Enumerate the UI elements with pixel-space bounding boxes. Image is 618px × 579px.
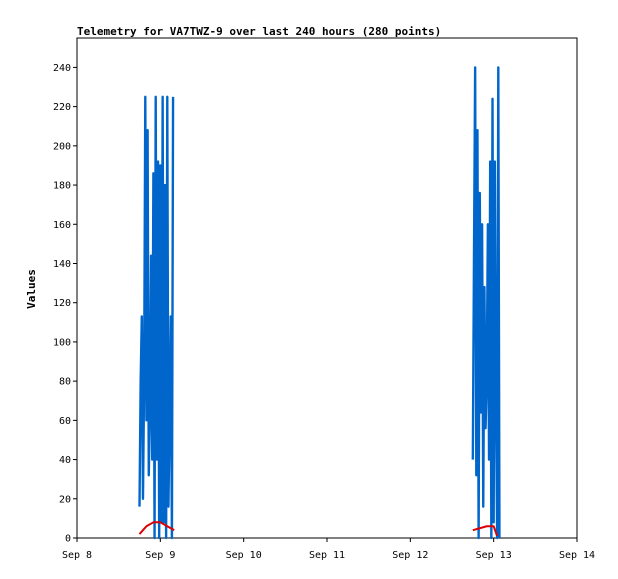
y-tick-label: 100 xyxy=(53,337,71,348)
y-tick-label: 240 xyxy=(53,63,71,74)
y-tick-label: 120 xyxy=(53,298,71,309)
y-tick-label: 200 xyxy=(53,141,71,152)
y-axis: 0 20 40 60 80 100 120 140 160 180 200 220 240 xyxy=(53,63,77,545)
y-tick-label: 0 xyxy=(65,534,71,545)
y-tick-label: 60 xyxy=(59,416,71,427)
y-tick-label: 220 xyxy=(53,102,71,113)
x-tick-label: Sep 11 xyxy=(309,550,345,561)
y-tick-label: 160 xyxy=(53,220,71,231)
chart-title: Telemetry for VA7TWZ-9 over last 240 hou… xyxy=(77,25,441,38)
x-tick-label: Sep 8 xyxy=(62,550,92,561)
y-tick-label: 20 xyxy=(59,494,71,505)
y-tick-label: 80 xyxy=(59,377,71,388)
y-tick-label: 180 xyxy=(53,181,71,192)
x-tick-label: Sep 13 xyxy=(476,550,512,561)
series-layer xyxy=(138,66,501,540)
y-axis-title: Values xyxy=(25,269,38,309)
x-axis: Sep 8 Sep 9 Sep 10 Sep 11 Sep 12 Sep 13 Sep 14 xyxy=(62,538,595,561)
x-tick-label: Sep 14 xyxy=(559,550,595,561)
x-tick-label: Sep 12 xyxy=(392,550,428,561)
y-tick-label: 140 xyxy=(53,259,71,270)
x-tick-label: Sep 9 xyxy=(145,550,175,561)
y-tick-label: 40 xyxy=(59,455,71,466)
series-2-line xyxy=(138,521,499,537)
series-1-line xyxy=(138,66,501,540)
x-tick-label: Sep 10 xyxy=(226,550,262,561)
